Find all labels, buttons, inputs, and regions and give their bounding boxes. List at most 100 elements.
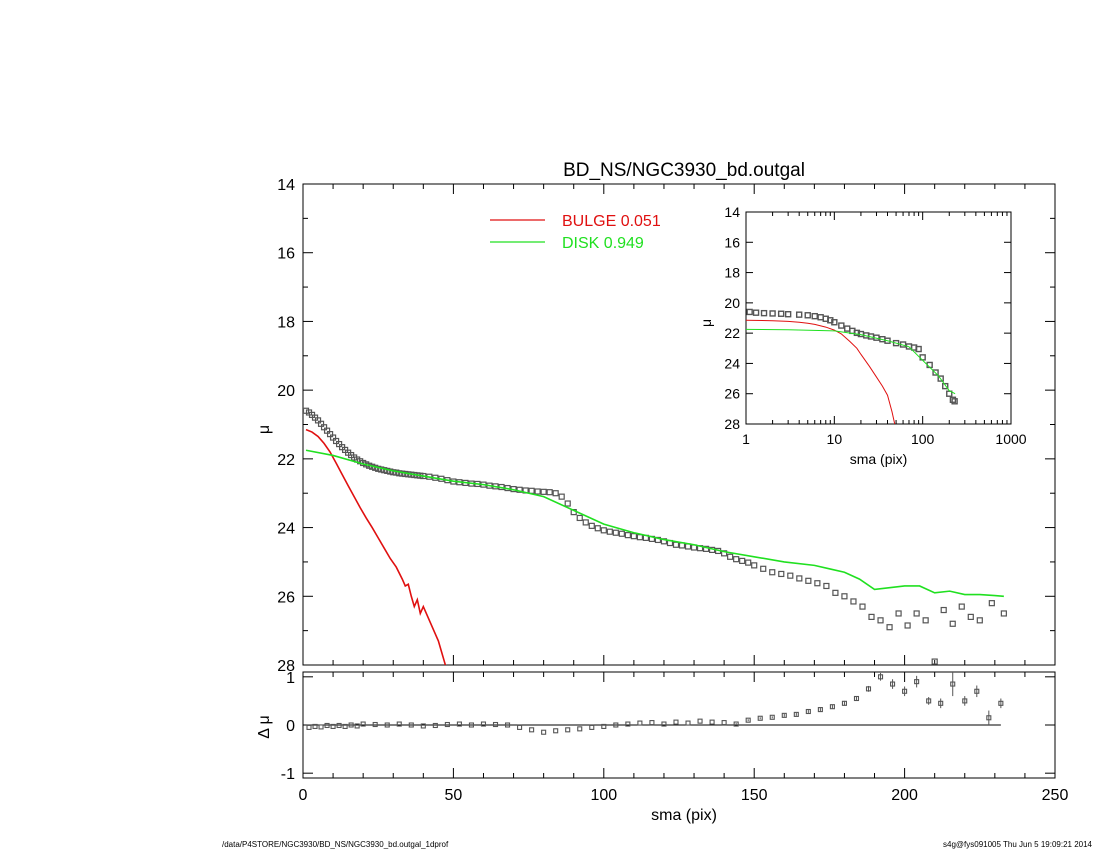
residual-point xyxy=(745,717,751,723)
inset-data-point xyxy=(804,312,811,319)
inset-data-point xyxy=(942,382,949,390)
residual-point xyxy=(890,681,896,687)
residual-point xyxy=(456,721,462,727)
residual-y-axis-label: Δ μ xyxy=(256,715,273,738)
residual-point xyxy=(444,721,450,728)
data-point xyxy=(886,624,893,631)
residual-point xyxy=(637,720,643,726)
residual-point xyxy=(661,721,667,727)
inset-x-tick-label: 1 xyxy=(742,431,750,447)
data-point xyxy=(796,575,803,582)
inset-data-point xyxy=(892,339,900,347)
residual-point xyxy=(721,720,727,726)
residual-point xyxy=(962,698,968,704)
residual-point xyxy=(384,722,390,728)
inset-y-tick-label: 16 xyxy=(724,234,740,250)
inset-y-tick-label: 14 xyxy=(724,204,740,220)
data-point xyxy=(540,488,547,495)
main-plot-area xyxy=(303,407,1007,665)
residual-point xyxy=(336,722,342,729)
residual-point xyxy=(926,698,932,704)
inset-x-axis-label: sma (pix) xyxy=(850,451,908,467)
data-point xyxy=(606,528,613,535)
residual-point xyxy=(342,723,348,729)
residual-point xyxy=(998,700,1004,706)
data-point xyxy=(672,541,680,548)
data-point xyxy=(739,557,746,564)
data-point xyxy=(778,570,785,578)
main-y-axis-label: μ xyxy=(256,425,273,434)
residual-point xyxy=(625,721,631,727)
residual-x-axis-label: sma (pix) xyxy=(651,807,717,824)
data-point xyxy=(582,519,589,526)
data-point xyxy=(546,489,553,496)
residual-point xyxy=(986,715,992,721)
inset-x-tick-label: 1000 xyxy=(995,431,1026,447)
inset-y-tick-label: 22 xyxy=(724,325,740,341)
data-point xyxy=(877,617,884,624)
inset-data-point xyxy=(752,309,760,316)
residual-point xyxy=(420,723,426,729)
residual-point xyxy=(541,729,547,735)
data-point xyxy=(823,582,830,590)
residual-point xyxy=(529,727,535,733)
residual-point xyxy=(781,712,787,718)
residual-point xyxy=(318,724,324,730)
inset-data-point xyxy=(746,308,753,316)
data-point xyxy=(769,569,776,576)
main-profile-panel: 14 16 18 20 22 24 26 28 BD_NS/NGC3930_bd.outgal μ… xyxy=(256,160,1056,675)
residual-point xyxy=(613,722,619,728)
inset-y-tick-label: 28 xyxy=(724,416,740,432)
data-point xyxy=(868,613,875,621)
residual-point xyxy=(504,722,511,728)
data-point xyxy=(564,500,571,507)
data-point xyxy=(612,529,619,536)
inset-x-tick-label: 10 xyxy=(827,431,843,447)
data-point xyxy=(624,532,631,539)
residual-plot-area xyxy=(306,672,1004,735)
main-y-tick-label: 28 xyxy=(277,658,295,675)
residual-point xyxy=(408,722,414,728)
inset-data-point xyxy=(769,310,776,317)
data-point xyxy=(552,490,559,497)
data-point xyxy=(805,577,812,584)
residual-point xyxy=(865,686,872,692)
inset-y-tick-label: 24 xyxy=(724,355,740,371)
data-point xyxy=(814,580,821,587)
residual-point xyxy=(312,723,318,729)
legend: BULGE 0.051 DISK 0.949 xyxy=(490,213,661,252)
data-point xyxy=(1000,610,1007,617)
main-y-tick-label: 18 xyxy=(277,314,295,331)
residual-point xyxy=(709,719,715,725)
inset-data-point xyxy=(838,322,845,329)
data-point xyxy=(594,525,601,532)
residual-point xyxy=(480,721,487,727)
data-point xyxy=(988,600,995,607)
data-point xyxy=(745,559,752,566)
residual-point xyxy=(589,724,595,730)
residual-x-tick-label: 200 xyxy=(891,787,918,804)
residual-x-tick-label: 250 xyxy=(1042,787,1069,804)
inset-y-tick-label: 18 xyxy=(724,265,740,281)
main-y-tick-label: 22 xyxy=(277,452,295,469)
inset-plot-area xyxy=(746,308,958,424)
footer-file-path: /data/P4STORE/NGC3930/BD_NS/NGC3930_bd.o… xyxy=(222,840,449,849)
data-point xyxy=(636,534,643,541)
residual-point xyxy=(649,720,655,726)
legend-label: BULGE 0.051 xyxy=(562,213,661,230)
residual-x-tick-label: 0 xyxy=(299,787,308,804)
residual-point xyxy=(793,711,799,717)
data-point xyxy=(976,617,983,624)
residual-x-tick-label: 150 xyxy=(741,787,768,804)
residual-point xyxy=(853,695,860,702)
residual-y-tick-label: 1 xyxy=(286,670,295,687)
inset-data-point xyxy=(760,309,768,317)
data-point xyxy=(576,514,583,522)
residual-point xyxy=(553,728,559,734)
residual-point xyxy=(697,718,703,724)
data-point xyxy=(751,562,758,569)
data-point xyxy=(931,658,938,665)
legend-label: DISK 0.949 xyxy=(562,235,644,252)
